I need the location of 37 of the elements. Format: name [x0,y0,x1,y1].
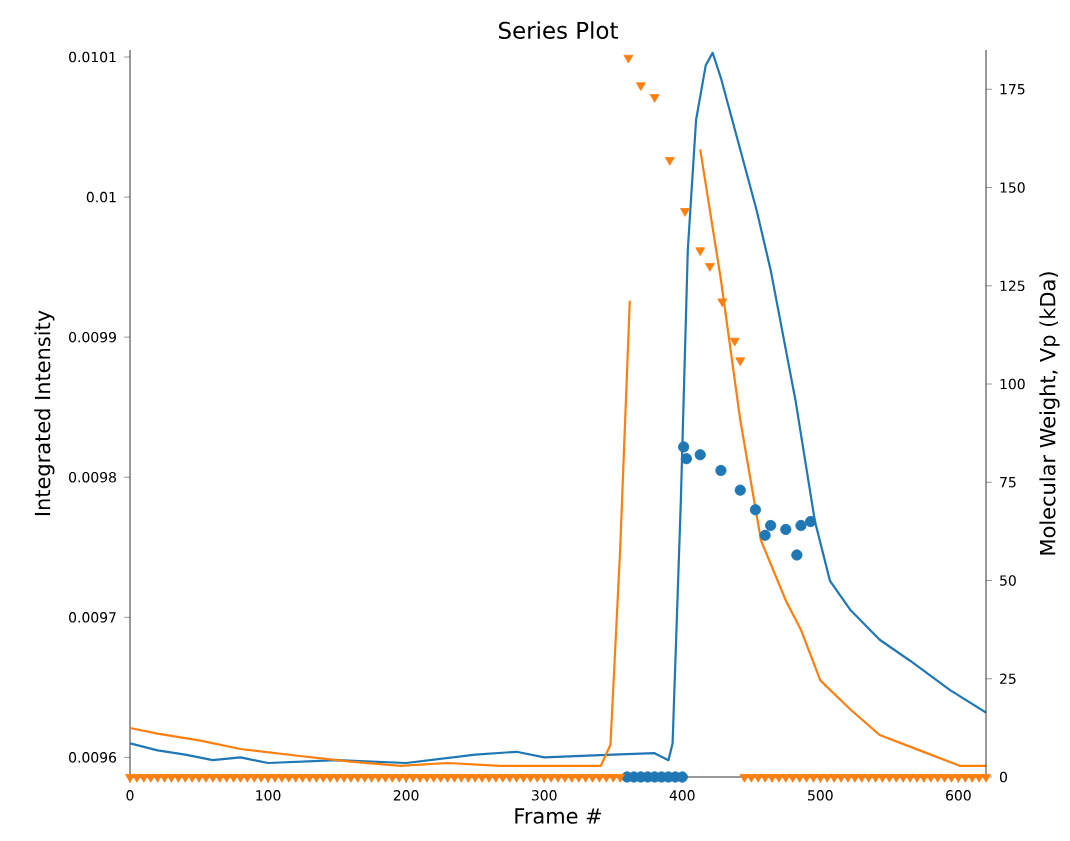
y-tick-label: 0.0101 [69,51,116,63]
point [795,519,807,532]
point [749,504,762,516]
y-tick-label: 0.0099 [69,331,116,343]
x-tick-label: 400 [669,790,695,801]
point [734,484,746,496]
point [805,515,817,528]
x-tick-label: 100 [256,790,281,801]
y2-tick-label: 0 [999,771,1007,783]
y2-tick-label: 175 [1000,84,1025,95]
point [759,529,771,541]
point [678,441,690,453]
x-tick-label: 0 [126,790,134,801]
point [765,519,777,532]
point [715,464,727,477]
y2-tick-label: 100 [1000,378,1025,390]
point [694,449,706,461]
y-axis-title: Integrated Intensity [34,310,55,516]
y2-tick-label: 150 [1000,182,1025,193]
y-tick-label: 0.01 [86,191,116,203]
x-tick-label: 300 [531,790,557,801]
chart-title: Series Plot [499,21,618,39]
point [791,549,803,561]
y2-tick-label: 50 [1000,575,1016,586]
x-tick-label: 600 [946,790,971,801]
y2-axis-title: Molecular Weight, Vp (kDa) [1039,272,1060,555]
point [780,523,792,536]
y-tick-label: 0.0096 [69,752,117,763]
y-tick-label: 0.0098 [69,471,116,483]
y2-tick-label: 75 [1000,477,1016,488]
y2-tick-label: 125 [1000,280,1025,292]
x-tick-label: 200 [393,790,419,801]
x-axis-title: Frame # [515,808,602,824]
x-tick-label: 500 [808,790,833,801]
point [680,453,692,465]
y-tick-label: 0.0097 [69,612,116,623]
y2-tick-label: 25 [1000,673,1016,685]
